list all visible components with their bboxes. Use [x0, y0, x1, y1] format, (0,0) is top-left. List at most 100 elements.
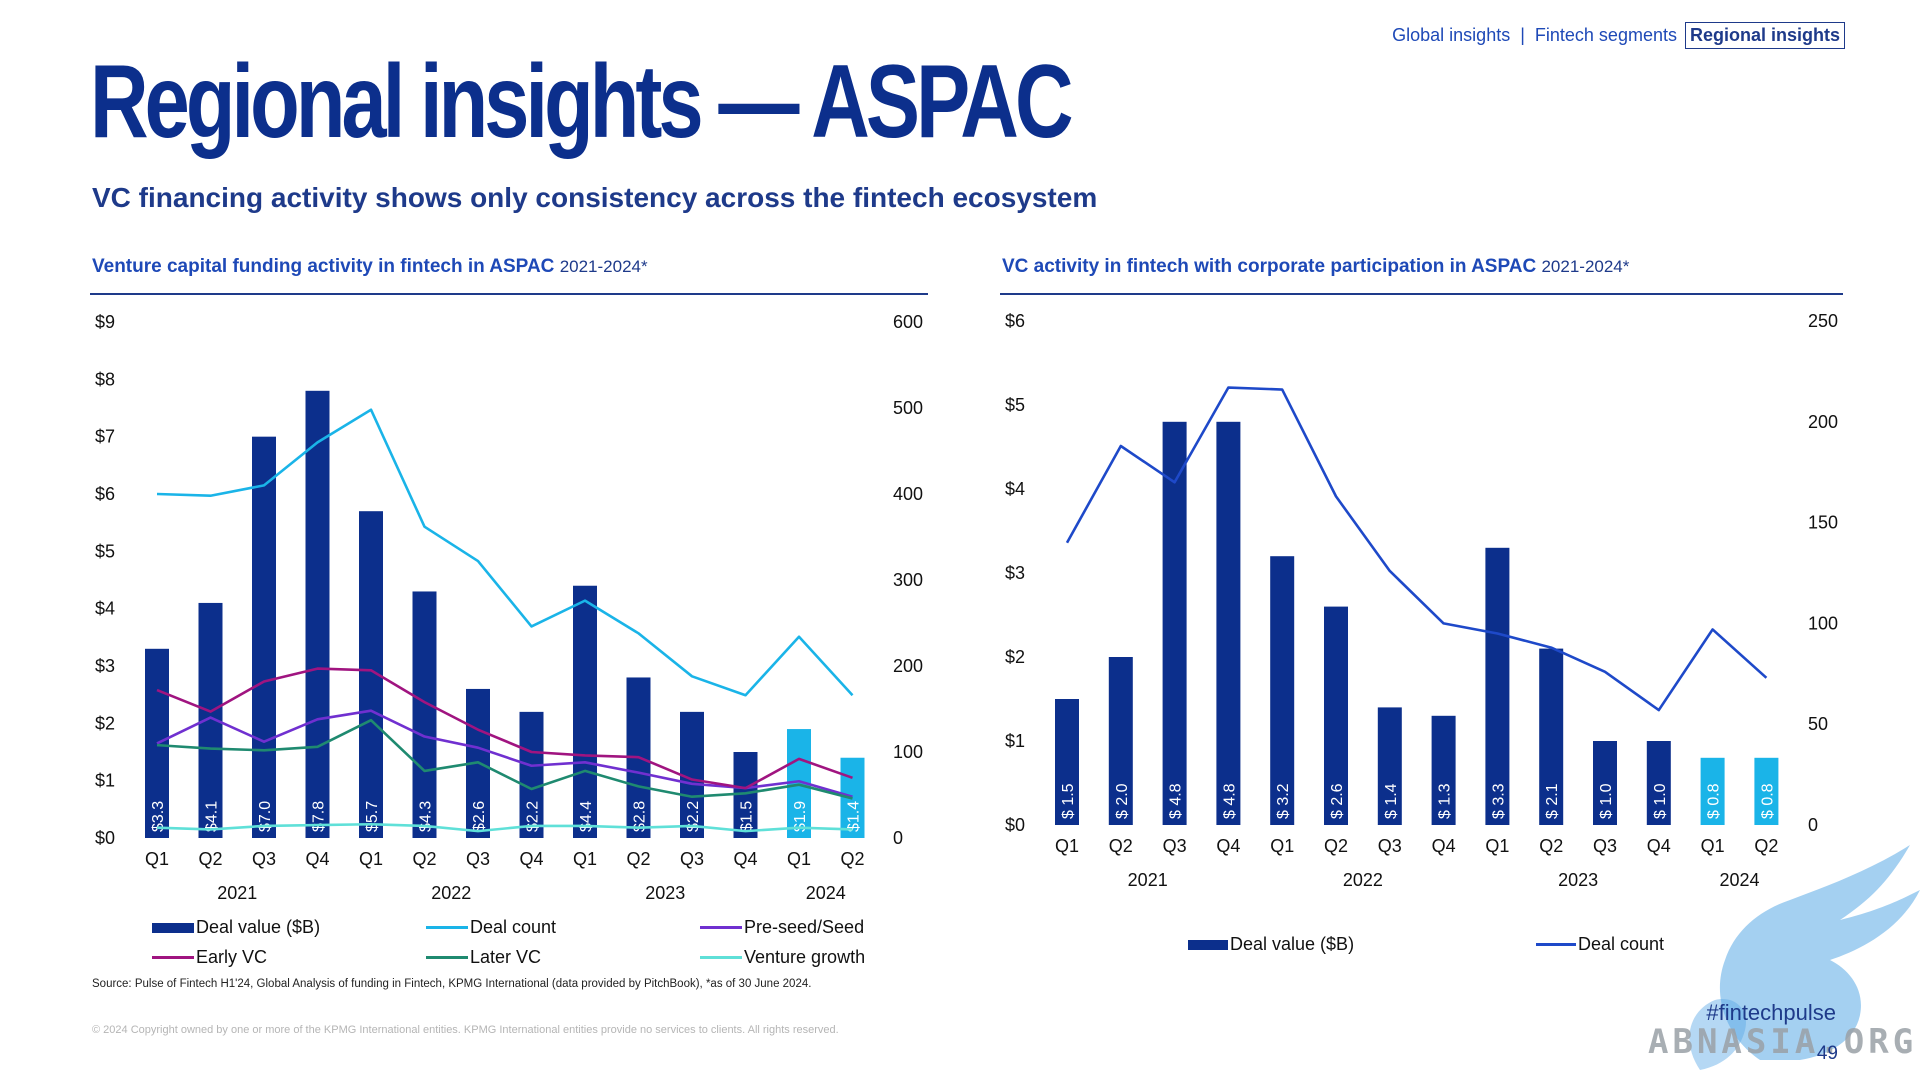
- bar-value-label: $3.3: [150, 801, 167, 832]
- x-quarter-label: Q2: [1539, 836, 1563, 856]
- y-right-tick-label: 500: [893, 398, 923, 418]
- copyright-note: © 2024 Copyright owned by one or more of…: [92, 1024, 839, 1036]
- bar-value-label: $ 3.2: [1275, 783, 1292, 819]
- x-quarter-label: Q2: [412, 849, 436, 869]
- x-quarter-label: Q3: [1378, 836, 1402, 856]
- legend-item-venture-growth: Venture growth: [700, 947, 865, 968]
- y-left-tick-label: $2: [95, 713, 115, 733]
- bar-value-label: $1.5: [739, 801, 756, 832]
- bar-value-label: $ 0.8: [1706, 783, 1723, 819]
- deal-value-bar: [519, 711, 544, 838]
- legend-swatch-venture-growth: [700, 956, 742, 959]
- y-right-tick-label: 150: [1808, 513, 1838, 533]
- right-chart-rule: [1000, 293, 1843, 295]
- right-chart-heading-text: VC activity in fintech with corporate pa…: [1002, 256, 1537, 277]
- y-right-tick-label: 250: [1808, 311, 1838, 331]
- y-left-tick-label: $5: [1005, 395, 1025, 415]
- x-year-label: 2023: [645, 883, 685, 903]
- y-right-tick-label: 300: [893, 570, 923, 590]
- legend-item-early-vc: Early VC: [152, 947, 267, 968]
- bar-value-label: $ 1.4: [1383, 783, 1400, 819]
- source-note: Source: Pulse of Fintech H1'24, Global A…: [92, 978, 812, 990]
- bar-value-label: $ 0.8: [1759, 783, 1776, 819]
- x-quarter-label: Q2: [198, 849, 222, 869]
- bar-value-label: $1.4: [846, 801, 863, 832]
- bar-value-label: $4.3: [418, 801, 435, 832]
- legend-item-later-vc: Later VC: [426, 947, 541, 968]
- deal-value-bar: [1108, 657, 1133, 825]
- bar-value-label: $ 4.8: [1168, 783, 1185, 819]
- y-right-tick-label: 0: [893, 828, 903, 848]
- legend-label: Deal count: [1578, 934, 1665, 954]
- series-line-venture-growth: [156, 822, 853, 833]
- legend-label: Early VC: [196, 947, 268, 967]
- x-quarter-label: Q4: [1647, 836, 1671, 856]
- bar-value-label: $4.1: [204, 801, 221, 832]
- x-quarter-label: Q3: [252, 849, 276, 869]
- deal-value-bar: [1646, 741, 1671, 825]
- nav-regional-insights[interactable]: Regional insights: [1684, 22, 1845, 49]
- x-quarter-label: Q4: [305, 849, 329, 869]
- y-left-tick-label: $2: [1005, 647, 1025, 667]
- deal-value-bar: [573, 585, 597, 838]
- x-quarter-label: Q1: [1485, 836, 1509, 856]
- y-left-tick-label: $5: [95, 541, 115, 561]
- x-quarter-label: Q1: [573, 849, 597, 869]
- y-right-tick-label: 400: [893, 484, 923, 504]
- x-year-label: 2022: [1343, 870, 1383, 890]
- x-year-label: 2022: [431, 883, 471, 903]
- watermark-griffin-icon: [1689, 845, 1920, 1070]
- y-left-tick-label: $7: [95, 427, 115, 447]
- deal-value-bar: [1216, 421, 1241, 825]
- deal-value-bar: [1485, 547, 1510, 825]
- legend-item-deal-count-right: Deal count: [1536, 934, 1664, 955]
- bar-value-label: $ 1.0: [1598, 783, 1615, 819]
- y-left-tick-label: $1: [95, 771, 115, 791]
- bar-value-label: $ 2.1: [1544, 783, 1561, 819]
- deal-value-bar: [1377, 707, 1402, 825]
- x-quarter-label: Q2: [1754, 836, 1778, 856]
- y-left-tick-label: $0: [1005, 815, 1025, 835]
- x-quarter-label: Q3: [1593, 836, 1617, 856]
- y-left-tick-label: $8: [95, 369, 115, 389]
- legend-swatch-pre-seed: [700, 926, 742, 929]
- left-chart-heading-text: Venture capital funding activity in fint…: [92, 256, 555, 277]
- y-left-tick-label: $1: [1005, 731, 1025, 751]
- x-year-label: 2024: [1719, 870, 1759, 890]
- page-title: Regional insights — ASPAC: [90, 44, 1074, 160]
- x-quarter-label: Q2: [1109, 836, 1133, 856]
- x-year-label: 2021: [1128, 870, 1168, 890]
- x-year-label: 2023: [1558, 870, 1598, 890]
- bar-value-label: $ 1.0: [1652, 783, 1669, 819]
- bar-value-label: $ 2.6: [1329, 783, 1346, 819]
- legend-swatch-deal-value: [152, 922, 194, 933]
- deal-value-bar: [1593, 741, 1617, 825]
- bar-value-label: $1.9: [792, 801, 809, 832]
- left-chart: $0 $1 $2 $3 $4 $5 $6 $7 $8 $9 0 100 200 300 400 500 600 $…: [95, 312, 923, 903]
- x-quarter-label: Q1: [145, 849, 169, 869]
- page-number: 49: [1816, 1043, 1838, 1064]
- x-quarter-label: Q1: [787, 849, 811, 869]
- nav-fintech-segments[interactable]: Fintech segments: [1534, 25, 1677, 45]
- legend-swatch-deal-count-right: [1536, 943, 1576, 946]
- y-left-tick-label: $3: [1005, 563, 1025, 583]
- deal-value-bar: [1270, 556, 1295, 825]
- legend-swatch-deal-count: [426, 926, 468, 929]
- y-left-tick-label: $6: [95, 484, 115, 504]
- bar-value-label: $2.2: [685, 801, 702, 832]
- x-quarter-label: Q4: [1216, 836, 1240, 856]
- x-year-label: 2021: [217, 883, 257, 903]
- watermark-text: ABNASIA.ORG: [1648, 1022, 1918, 1062]
- hashtag: #fintechpulse: [1706, 1000, 1836, 1025]
- series-line-deal-count: [1065, 386, 1768, 712]
- legend-label: Venture growth: [744, 947, 866, 967]
- x-quarter-label: Q3: [466, 849, 490, 869]
- nav-separator: |: [1520, 25, 1525, 45]
- nav-global-insights[interactable]: Global insights: [1392, 25, 1511, 45]
- deal-value-bar: [1162, 421, 1187, 825]
- bar-value-label: $2.2: [525, 801, 542, 832]
- y-right-tick-label: 50: [1808, 714, 1828, 734]
- y-right-tick-label: 600: [893, 312, 923, 332]
- legend-swatch-later-vc: [426, 956, 468, 959]
